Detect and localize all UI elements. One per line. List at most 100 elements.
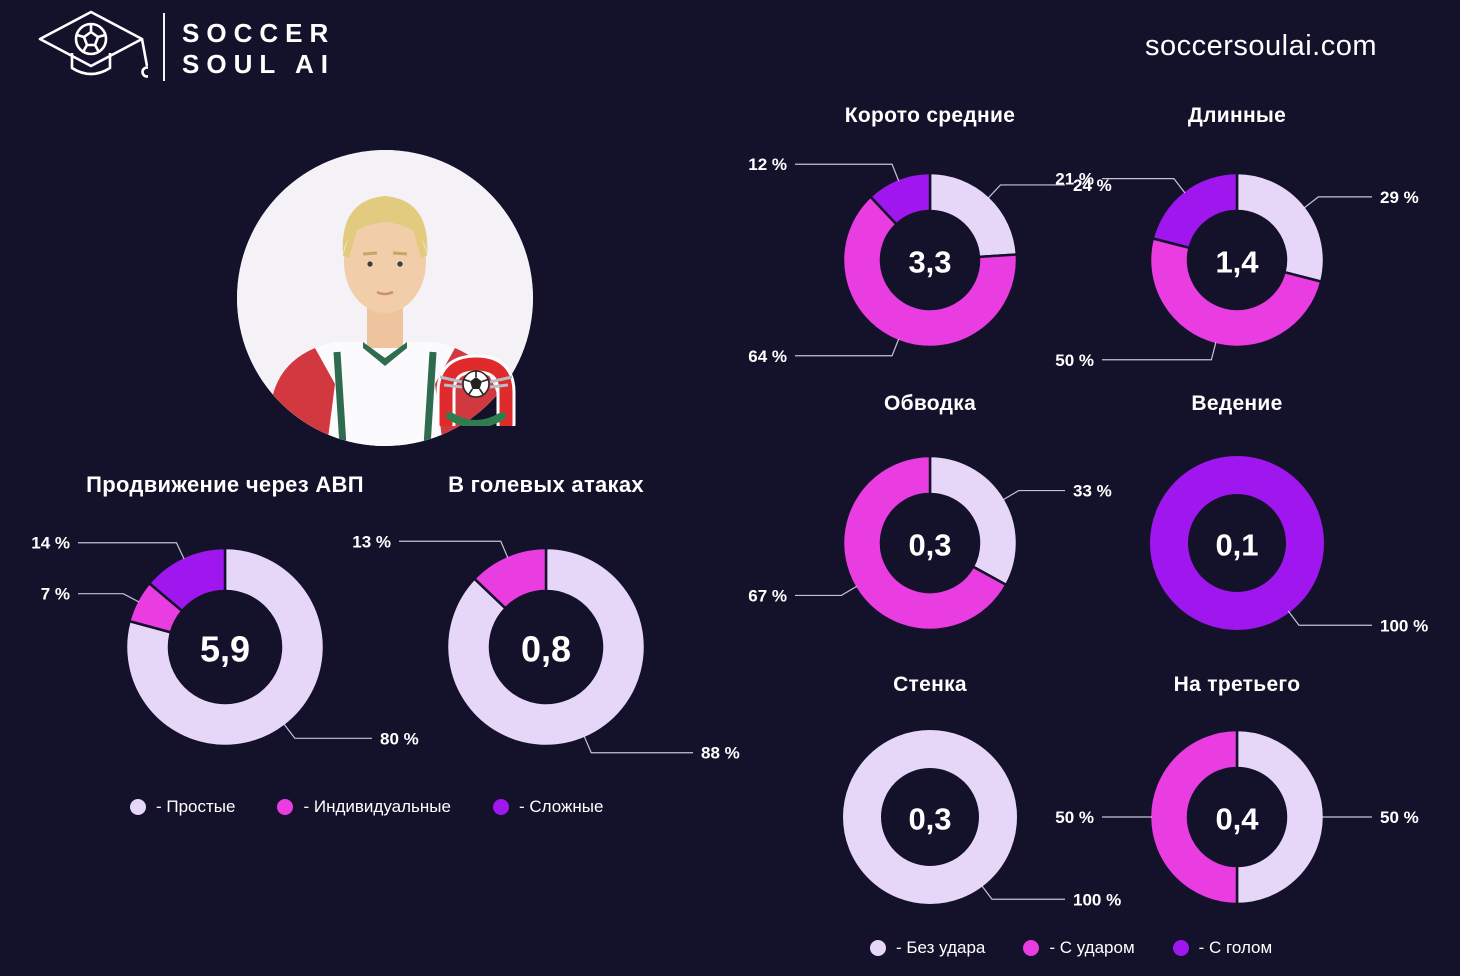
donut-center-value: 0,4: [1215, 802, 1259, 837]
brand-line-1: SOCCER: [182, 18, 336, 48]
brand-wordmark: SOCCER SOUL AI: [182, 18, 335, 80]
legend-label: - С ударом: [1049, 938, 1135, 957]
label-leader-line: [1102, 342, 1217, 361]
legend-dot-with-goal: [1172, 940, 1189, 956]
chart-long: Длинные 29 % 50 % 21 % 1,4: [1027, 102, 1447, 382]
legend-dot-no-shot: [870, 940, 886, 956]
legend-item-no-shot: - Без удара: [870, 938, 985, 958]
chart-title: На третьего: [1173, 673, 1301, 696]
brand-logo-icon: [36, 8, 153, 92]
donut-percent-label: 100 %: [1380, 616, 1428, 635]
donut-center-value: 3,3: [908, 245, 951, 280]
chart-carrying: Ведение 100 % 0,1: [1027, 390, 1447, 665]
donut-chart-carrying: 100 % 0,1: [1150, 456, 1428, 635]
donut-percent-label: 12 %: [748, 155, 787, 174]
legend-label: - Сложные: [518, 797, 604, 816]
legend-dot-individual: [277, 799, 294, 815]
legend-label: - С голом: [1198, 938, 1273, 957]
legend-item-complex: - Сложные: [492, 797, 604, 817]
donut-segment: [1148, 728, 1239, 906]
label-leader-line: [283, 723, 372, 739]
chart-dribble: Обводка 33 % 67 % 0,3: [720, 390, 1140, 665]
donut-center-value: 0,8: [521, 629, 571, 670]
label-leader-line: [795, 338, 900, 357]
donut-percent-label: 29 %: [1380, 188, 1419, 207]
label-leader-line: [1102, 178, 1186, 194]
donut-segment: [472, 546, 548, 611]
chart-title: Корото средние: [844, 104, 1016, 127]
donut-center-value: 0,1: [1215, 528, 1258, 563]
donut-segment: [445, 546, 647, 748]
legend-dot-simple: [130, 799, 146, 815]
chart-title: Ведение: [1191, 392, 1283, 415]
donut-segment: [928, 454, 1019, 587]
donut-chart-third-man: 50 % 50 % 0,4: [1055, 728, 1419, 906]
donut-percent-label: 7 %: [41, 585, 70, 604]
donut-percent-label: 88 %: [701, 744, 740, 763]
label-leader-line: [795, 585, 858, 597]
label-leader-line: [1287, 610, 1372, 626]
legend-label: - Индивидуальные: [303, 797, 451, 816]
legend-label: - Без удара: [896, 938, 986, 957]
chart-goal-attacks: В голевых атаках 88 % 13 % 0,8: [336, 470, 756, 781]
chart-third-man: На третьего 50 % 50 % 0,4: [1027, 671, 1447, 939]
donut-segment: [841, 194, 1019, 349]
donut-segment: [868, 171, 932, 227]
brand-line-2: SOUL AI: [182, 49, 336, 79]
donut-segment: [1235, 728, 1326, 906]
donut-percent-label: 14 %: [31, 534, 70, 553]
donut-segment: [841, 454, 1008, 632]
label-leader-line: [1002, 489, 1065, 501]
legend-left: - Простые - Индивидуальные - Сложные: [130, 797, 603, 817]
label-leader-line: [78, 542, 185, 560]
header-divider: [163, 13, 165, 81]
label-leader-line: [980, 884, 1065, 900]
donut-chart-long: 29 % 50 % 21 % 1,4: [1055, 170, 1419, 370]
donut-percent-label: 80 %: [380, 729, 419, 748]
chart-title: В голевых атаках: [448, 472, 644, 497]
label-leader-line: [583, 735, 693, 754]
donut-percent-label: 50 %: [1055, 808, 1094, 827]
donut-segment: [124, 546, 326, 748]
chart-title: Продвижение через АВП: [86, 472, 364, 497]
donut-center-value: 0,3: [908, 802, 951, 837]
chart-wall-pass: Стенка 100 % 0,3: [720, 671, 1140, 939]
website-url: soccersoulai.com: [1145, 30, 1378, 62]
donut-percent-label: 33 %: [1073, 482, 1112, 501]
legend-item-individual: - Индивидуальные: [277, 797, 451, 817]
legend-item-simple: - Простые: [130, 797, 235, 817]
donut-percent-label: 21 %: [1055, 170, 1094, 189]
donut-chart-goal-attacks: 88 % 13 % 0,8: [352, 532, 740, 763]
chart-title: Стенка: [893, 673, 967, 696]
donut-chart-short-medium: 24 % 64 % 12 % 3,3: [748, 155, 1112, 366]
donut-percent-label: 50 %: [1380, 808, 1419, 827]
donut-segment: [147, 546, 227, 613]
label-leader-line: [78, 593, 140, 603]
donut-center-value: 5,9: [200, 629, 250, 670]
donut-percent-label: 13 %: [352, 532, 391, 551]
legend-label: - Простые: [156, 797, 236, 816]
legend-dot-complex: [492, 799, 509, 815]
legend-right: - Без удара - С ударом - С голом: [870, 938, 1272, 958]
donut-segment: [1235, 171, 1326, 284]
donut-chart-wall-pass: 100 % 0,3: [843, 730, 1121, 909]
label-leader-line: [1303, 196, 1372, 209]
donut-segment: [1151, 171, 1239, 250]
donut-center-value: 0,3: [908, 528, 951, 563]
donut-segment: [1150, 456, 1324, 630]
donut-percent-label: 67 %: [748, 586, 787, 605]
donut-percent-label: 24 %: [1073, 176, 1112, 195]
legend-item-with-shot: - С ударом: [1023, 938, 1135, 958]
legend-dot-with-shot: [1023, 940, 1040, 956]
chart-short-medium: Корото средние 24 % 64 % 12 % 3,3: [720, 102, 1140, 382]
donut-chart-dribble: 33 % 67 % 0,3: [748, 454, 1112, 632]
donut-segment: [843, 730, 1017, 904]
chart-avp: Продвижение через АВП 80 % 7 % 14 % 5,9: [15, 470, 435, 781]
donut-segment: [1148, 236, 1323, 349]
label-leader-line: [987, 184, 1065, 199]
donut-percent-label: 64 %: [748, 347, 787, 366]
club-badge-icon: [424, 350, 528, 434]
donut-center-value: 1,4: [1215, 245, 1259, 280]
donut-chart-avp: 80 % 7 % 14 % 5,9: [31, 534, 419, 749]
